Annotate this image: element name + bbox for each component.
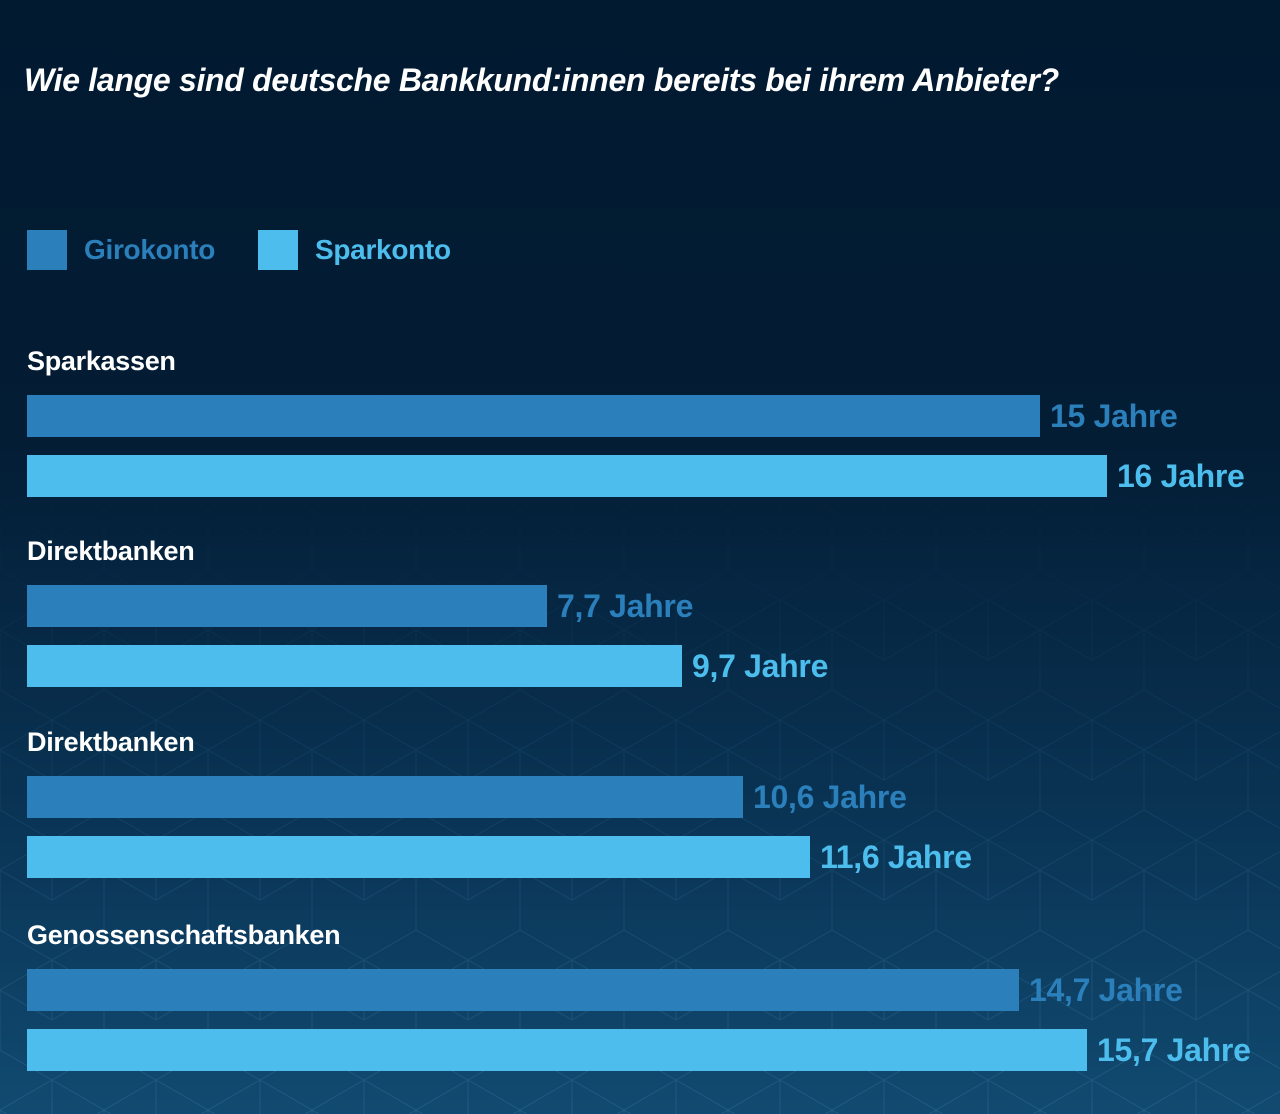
bar-value-label: 15,7 Jahre <box>1097 1032 1251 1068</box>
bar-sparkonto <box>27 1029 1087 1071</box>
bar-girokonto <box>27 776 743 818</box>
legend-label-girokonto: Girokonto <box>84 234 216 265</box>
bar-value-label: 15 Jahre <box>1050 398 1178 434</box>
bar-value-label: 7,7 Jahre <box>557 588 694 624</box>
legend-item-sparkonto: Sparkonto <box>258 230 451 270</box>
legend-label-sparkonto: Sparkonto <box>315 234 451 265</box>
bar-value-label: 10,6 Jahre <box>753 779 907 815</box>
bar-girokonto <box>27 585 547 627</box>
category-label: Sparkassen <box>27 346 176 376</box>
bar-value-label: 11,6 Jahre <box>820 839 972 875</box>
bar-girokonto <box>27 969 1019 1011</box>
category-label: Genossenschaftsbanken <box>27 920 341 950</box>
legend-swatch-girokonto <box>27 230 67 270</box>
chart-title: Wie lange sind deutsche Bankkund:innen b… <box>24 62 1059 98</box>
bar-value-label: 9,7 Jahre <box>692 648 829 684</box>
bar-sparkonto <box>27 455 1107 497</box>
category-label: Direktbanken <box>27 536 195 566</box>
bar-value-label: 16 Jahre <box>1117 458 1245 494</box>
bar-value-label: 14,7 Jahre <box>1029 972 1183 1008</box>
bar-girokonto <box>27 395 1040 437</box>
bar-sparkonto <box>27 645 682 687</box>
legend-swatch-sparkonto <box>258 230 298 270</box>
legend-item-girokonto: Girokonto <box>27 230 215 270</box>
bar-sparkonto <box>27 836 810 878</box>
category-label: Direktbanken <box>27 727 195 757</box>
